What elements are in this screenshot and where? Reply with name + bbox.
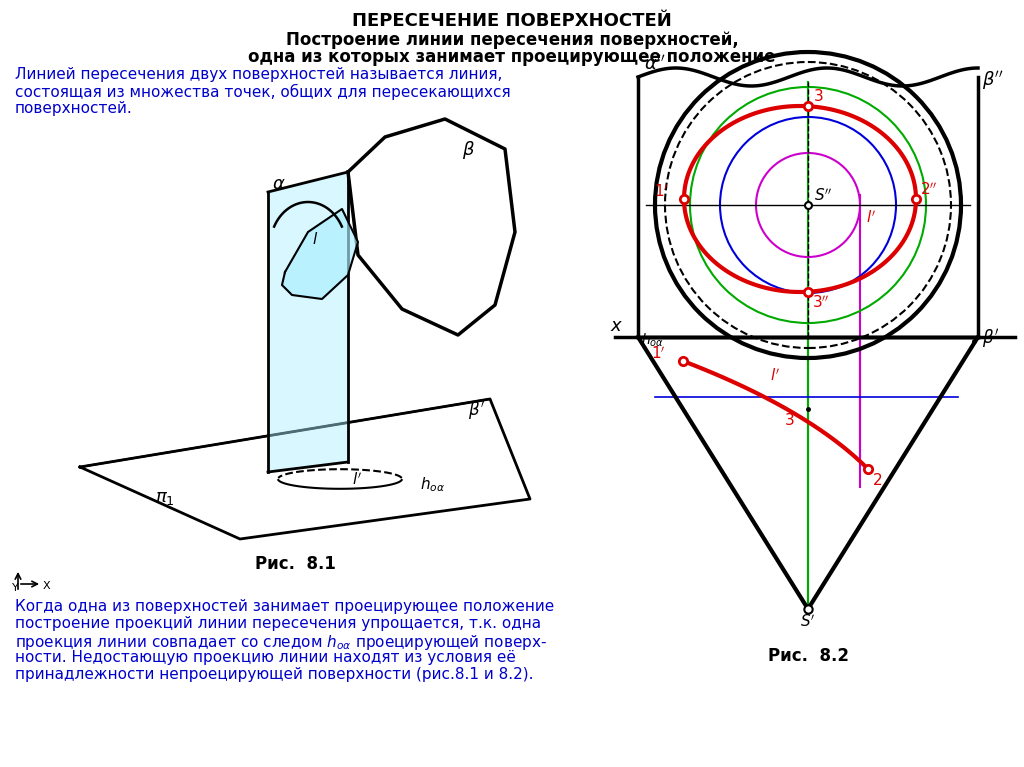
Text: $1'$: $1'$ bbox=[654, 183, 669, 200]
Text: $l$: $l$ bbox=[312, 231, 318, 247]
Text: $\alpha$: $\alpha$ bbox=[272, 175, 286, 193]
Text: $2$: $2$ bbox=[872, 472, 882, 488]
Polygon shape bbox=[268, 172, 348, 472]
Text: Рис.  8.1: Рис. 8.1 bbox=[255, 555, 336, 573]
Text: $l'$: $l'$ bbox=[352, 472, 362, 488]
Polygon shape bbox=[282, 209, 358, 299]
Text: $3$: $3$ bbox=[784, 412, 795, 428]
Text: одна из которых занимает проецирующее положение: одна из которых занимает проецирующее по… bbox=[248, 48, 776, 66]
Text: состоящая из множества точек, общих для пересекающихся: состоящая из множества точек, общих для … bbox=[15, 84, 511, 100]
Text: $h_{o\alpha}$: $h_{o\alpha}$ bbox=[641, 332, 664, 350]
Text: построение проекций линии пересечения упрощается, т.к. одна: построение проекций линии пересечения уп… bbox=[15, 616, 541, 631]
Text: Y: Y bbox=[12, 583, 18, 593]
Text: $S'$: $S'$ bbox=[800, 614, 816, 630]
Text: $\beta'$: $\beta'$ bbox=[468, 399, 485, 422]
Text: Рис.  8.2: Рис. 8.2 bbox=[768, 647, 849, 665]
Text: Линией пересечения двух поверхностей называется линия,: Линией пересечения двух поверхностей наз… bbox=[15, 67, 503, 82]
Text: $l'$: $l'$ bbox=[866, 209, 877, 226]
Text: $1'$: $1'$ bbox=[651, 345, 666, 362]
Text: Построение линии пересечения поверхностей,: Построение линии пересечения поверхносте… bbox=[286, 31, 738, 49]
Text: $\beta''$: $\beta''$ bbox=[982, 68, 1004, 91]
Text: принадлежности непроецирующей поверхности (рис.8.1 и 8.2).: принадлежности непроецирующей поверхност… bbox=[15, 667, 534, 682]
Text: $h_{o\alpha}$: $h_{o\alpha}$ bbox=[420, 475, 445, 494]
Text: $l'$: $l'$ bbox=[770, 367, 780, 384]
Text: x: x bbox=[610, 317, 621, 335]
Text: X: X bbox=[43, 581, 50, 591]
Text: $\beta'$: $\beta'$ bbox=[982, 327, 999, 350]
Text: $S''$: $S''$ bbox=[814, 187, 833, 204]
Text: $3$: $3$ bbox=[813, 88, 823, 104]
Text: проекция линии совпадает со следом $h_{o\alpha}$ проецирующей поверх-: проекция линии совпадает со следом $h_{o… bbox=[15, 633, 547, 652]
Text: $\beta$: $\beta$ bbox=[462, 139, 475, 161]
Text: $\pi_1$: $\pi_1$ bbox=[155, 489, 175, 507]
Text: $2''$: $2''$ bbox=[920, 182, 938, 198]
Polygon shape bbox=[80, 399, 530, 539]
Text: ПЕРЕСЕЧЕНИЕ ПОВЕРХНОСТЕЙ: ПЕРЕСЕЧЕНИЕ ПОВЕРХНОСТЕЙ bbox=[352, 12, 672, 30]
Polygon shape bbox=[348, 119, 515, 335]
Text: поверхностей.: поверхностей. bbox=[15, 101, 133, 116]
Text: Когда одна из поверхностей занимает проецирующее положение: Когда одна из поверхностей занимает прое… bbox=[15, 599, 554, 614]
Text: $3''$: $3''$ bbox=[812, 295, 829, 311]
Text: ности. Недостающую проекцию линии находят из условия её: ности. Недостающую проекцию линии находя… bbox=[15, 650, 516, 665]
Text: $\alpha''$: $\alpha''$ bbox=[644, 54, 666, 73]
